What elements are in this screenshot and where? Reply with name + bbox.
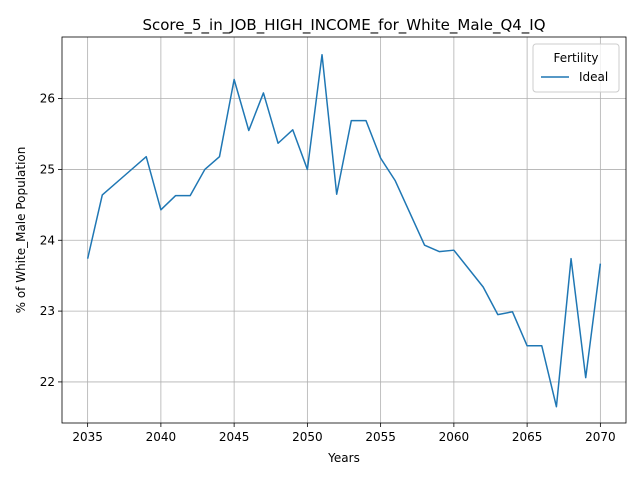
grid-lines	[62, 37, 626, 423]
x-tick-label: 2035	[72, 430, 103, 444]
x-tick-label: 2045	[219, 430, 250, 444]
legend-box	[532, 43, 620, 93]
x-axis-ticks: 2035 2040 2045 2050 2055 2060 2065 2070	[72, 423, 616, 444]
x-tick-label: 2065	[512, 430, 543, 444]
x-tick-label: 2060	[439, 430, 470, 444]
x-tick-label: 2040	[146, 430, 177, 444]
chart-title: Score_5_in_JOB_HIGH_INCOME_for_White_Mal…	[142, 16, 545, 35]
x-tick-label: 2055	[365, 430, 396, 444]
y-tick-label: 26	[40, 92, 55, 106]
x-tick-label: 2070	[585, 430, 616, 444]
x-axis-label: Years	[327, 451, 360, 465]
y-axis-ticks: 22 23 24 25 26	[40, 92, 62, 389]
y-tick-label: 24	[40, 233, 55, 247]
x-tick-label: 2050	[292, 430, 323, 444]
legend-label-ideal: Ideal	[579, 70, 608, 84]
y-tick-label: 22	[40, 375, 55, 389]
legend-title: Fertility	[553, 51, 598, 65]
y-axis-label: % of White_Male Population	[14, 147, 28, 314]
series-line-ideal	[86, 53, 602, 408]
plot-frame	[61, 36, 627, 424]
y-tick-label: 23	[40, 304, 55, 318]
series-layer	[86, 53, 602, 408]
y-tick-label: 25	[40, 162, 55, 176]
legend: Fertility Ideal	[532, 43, 620, 93]
